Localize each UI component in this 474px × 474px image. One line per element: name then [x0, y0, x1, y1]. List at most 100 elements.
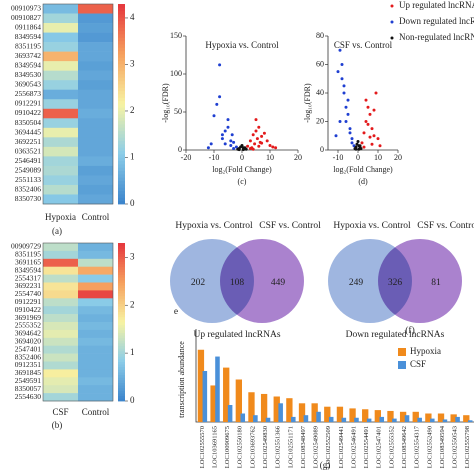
set-label: CSF vs. Control	[417, 221, 474, 231]
row-label: 0912291	[15, 297, 42, 306]
column-label: Control	[82, 407, 110, 417]
heatmap-cell	[43, 89, 78, 100]
point	[362, 145, 366, 149]
heatmap-cell	[43, 51, 78, 62]
heatmap-cell	[78, 361, 113, 370]
heatmap-cell	[43, 146, 78, 157]
colorbar-step	[118, 258, 125, 262]
row-label: 2554317	[15, 273, 42, 282]
point	[240, 143, 244, 147]
point	[268, 143, 272, 147]
point	[223, 129, 227, 133]
colorbar-tick-label: 4	[130, 12, 135, 22]
colorbar-step	[118, 395, 125, 399]
point	[378, 144, 382, 148]
colorbar-step	[118, 4, 125, 8]
heatmap-cell	[43, 314, 78, 323]
point	[248, 146, 252, 150]
point	[255, 137, 259, 141]
heatmap-cell	[78, 89, 113, 100]
point	[340, 77, 344, 81]
heatmap-cell	[78, 369, 113, 378]
row-label: 3694445	[15, 127, 42, 136]
legend-marker	[390, 20, 394, 24]
bar	[392, 418, 397, 422]
legend-swatch	[398, 348, 406, 356]
colorbar-step	[118, 200, 125, 205]
y-tick-label: 100	[170, 69, 182, 78]
heatmap-cell	[78, 258, 113, 267]
colorbar-step	[118, 197, 125, 202]
y-tick-label: 60	[316, 59, 324, 68]
colorbar-step	[118, 150, 125, 155]
legend-label: Up regulated lncRNAs	[399, 0, 474, 10]
heatmap-cell	[78, 385, 113, 394]
row-label: 8349594	[15, 265, 42, 274]
bar	[341, 417, 347, 422]
colorbar-step	[118, 387, 125, 391]
x-tick-label: 10	[374, 153, 382, 162]
point	[226, 118, 230, 122]
bar	[260, 393, 268, 422]
colorbar-step	[118, 319, 125, 323]
point	[364, 120, 368, 123]
set-label: Hypoxia vs. Control	[175, 221, 253, 231]
colorbar-step	[118, 361, 125, 365]
row-label: 3694020	[15, 336, 42, 345]
heatmap-cell	[78, 80, 113, 91]
point	[246, 144, 250, 148]
column-label: CSF	[52, 407, 68, 417]
colorbar-step	[118, 298, 125, 302]
bar	[202, 371, 208, 422]
row-label: 00910827	[11, 13, 41, 22]
row-label: 0911864	[15, 23, 41, 32]
venn-count: 81	[431, 278, 441, 288]
bar	[349, 408, 356, 422]
point	[230, 133, 234, 137]
bar	[278, 403, 283, 422]
row-label: 3692231	[15, 281, 42, 290]
row-label: 2549591	[15, 376, 42, 385]
row-label: 8349530	[15, 70, 42, 79]
colorbar-step	[118, 343, 125, 347]
colorbar-step	[118, 377, 125, 381]
colorbar-step	[118, 17, 125, 22]
heatmap-cell	[78, 165, 113, 176]
point	[257, 125, 261, 129]
bar	[467, 420, 473, 422]
bar	[399, 411, 407, 422]
colorbar-tick-label: 0	[130, 198, 135, 208]
colorbar-step	[118, 127, 125, 132]
colorbar-step	[118, 372, 125, 376]
colorbar-step	[118, 120, 125, 125]
colorbar-tick-label: 2	[130, 299, 135, 309]
point	[218, 95, 222, 99]
colorbar-step	[118, 30, 125, 35]
heatmap-cell	[78, 146, 113, 157]
bar	[379, 416, 385, 422]
colorbar-step	[118, 364, 125, 368]
heatmap-cell	[78, 243, 113, 252]
point	[257, 144, 261, 148]
x-tick-label: 20	[394, 153, 402, 162]
point	[260, 134, 264, 138]
colorbar-step	[118, 248, 125, 252]
colorbar-step	[118, 27, 125, 32]
bar	[387, 410, 394, 422]
bar	[265, 417, 271, 422]
point	[364, 98, 368, 102]
colorbar-step	[118, 134, 125, 138]
colorbar-step	[118, 160, 125, 165]
heatmap-cell	[78, 156, 113, 167]
heatmap-cell	[43, 42, 78, 52]
colorbar-step	[118, 393, 125, 397]
colorbar-step	[118, 306, 125, 310]
bar	[417, 417, 422, 422]
colorbar-step	[118, 379, 125, 383]
heatmap-cell	[78, 393, 113, 402]
heatmap-cell	[43, 127, 78, 138]
colorbar-step	[118, 253, 125, 257]
colorbar-step	[118, 350, 125, 354]
x-tick-label: LOC108348497	[300, 425, 307, 468]
heatmap-frame	[42, 3, 114, 205]
